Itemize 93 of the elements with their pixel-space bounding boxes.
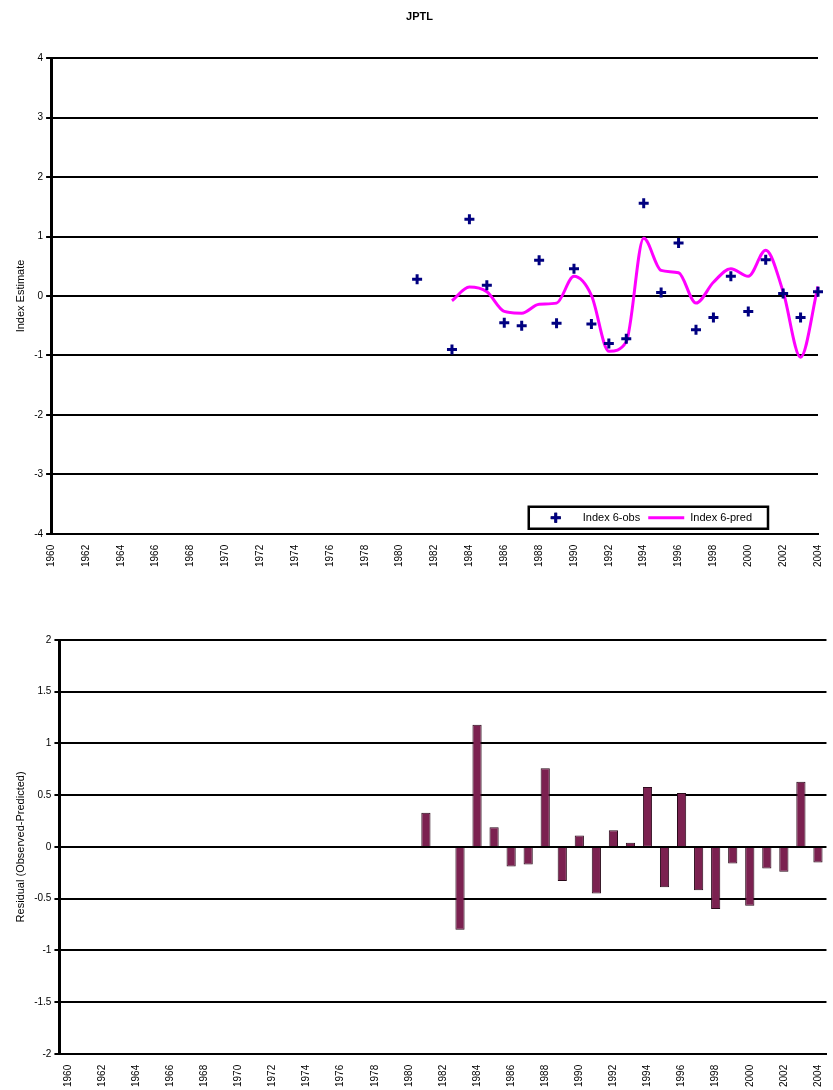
point xyxy=(689,323,703,337)
x-tick-label: 2002 xyxy=(777,1064,789,1087)
point xyxy=(619,332,633,346)
x-tick-label: 1964 xyxy=(114,544,126,567)
x-tick-label: 1992 xyxy=(602,544,614,567)
x-tick-label: 1994 xyxy=(641,1064,653,1087)
y-tick-label: 2 xyxy=(37,170,44,182)
x-tick-label: 1996 xyxy=(672,544,684,567)
point xyxy=(480,278,494,292)
x-tick-label: 1990 xyxy=(567,544,579,567)
x-tick-label: 1966 xyxy=(149,544,161,567)
y-tick-label: 1 xyxy=(45,737,52,749)
x-tick-label: 1976 xyxy=(334,1064,346,1087)
x-tick-label: 1980 xyxy=(402,1064,414,1087)
x-tick-label: 1972 xyxy=(266,1064,278,1087)
x-tick-label: 1998 xyxy=(709,1064,721,1087)
x-tick-label: 2000 xyxy=(743,1064,755,1087)
y-tick-label: 0.5 xyxy=(37,788,52,800)
x-tick-label: 1986 xyxy=(498,544,510,567)
line-series xyxy=(450,236,820,359)
legend-label: Index 6-obs xyxy=(582,510,641,523)
point xyxy=(811,285,825,299)
x-tick-label: 1972 xyxy=(254,544,265,567)
chart-title: JPTL xyxy=(406,9,434,22)
point xyxy=(515,319,529,333)
x-tick-label: 2000 xyxy=(742,544,754,567)
y-tick-label: 2 xyxy=(45,633,52,645)
y-tick-label: -1 xyxy=(34,349,44,361)
x-tick-label: 1978 xyxy=(358,544,370,567)
x-tick-label: 2002 xyxy=(776,544,788,567)
x-tick-label: 1970 xyxy=(219,544,231,567)
y-tick-label: 1.5 xyxy=(37,685,52,697)
y-tick-label: 3 xyxy=(37,111,44,123)
point xyxy=(706,310,720,324)
x-tick-label: 1996 xyxy=(675,1064,687,1087)
x-tick-label: 1966 xyxy=(163,1064,175,1087)
y-axis-title: Residual (Observed-Predicted) xyxy=(13,771,26,923)
x-tick-label: 2004 xyxy=(811,544,823,567)
x-tick-label: 1962 xyxy=(79,544,91,567)
point xyxy=(584,317,598,331)
point xyxy=(462,212,476,226)
point xyxy=(550,316,564,330)
point xyxy=(445,342,459,356)
x-tick-label: 1992 xyxy=(607,1064,619,1087)
x-tick-label: 1960 xyxy=(44,544,56,567)
point xyxy=(654,285,668,299)
y-axis-title: Index Estimate xyxy=(13,259,26,333)
x-tick-label: 1982 xyxy=(428,544,440,567)
point xyxy=(532,253,546,267)
point xyxy=(741,304,755,318)
x-tick-label: 1976 xyxy=(323,544,335,567)
point xyxy=(637,196,651,210)
point xyxy=(567,262,581,276)
point xyxy=(497,316,511,330)
x-tick-label: 2004 xyxy=(811,1064,823,1087)
point xyxy=(776,287,790,301)
y-tick-label: -1 xyxy=(42,944,52,956)
point xyxy=(410,272,424,286)
y-tick-label: 0 xyxy=(45,840,52,852)
legend-label: Index 6-pred xyxy=(690,510,752,523)
x-tick-label: 1974 xyxy=(288,544,300,567)
y-tick-label: 4 xyxy=(37,51,44,63)
y-tick-label: 1 xyxy=(37,230,44,242)
x-tick-label: 1960 xyxy=(61,1064,73,1087)
y-tick-label: -1.5 xyxy=(34,995,52,1007)
x-tick-label: 1984 xyxy=(470,1064,482,1087)
x-tick-label: 1964 xyxy=(129,1064,141,1087)
y-tick-label: -4 xyxy=(34,527,44,539)
x-tick-label: 1994 xyxy=(637,544,649,567)
y-tick-label: -0.5 xyxy=(34,892,52,904)
x-tick-label: 1974 xyxy=(300,1064,312,1087)
x-tick-label: 1962 xyxy=(95,1064,107,1087)
x-tick-label: 1968 xyxy=(184,544,196,567)
point xyxy=(672,236,686,250)
y-tick-label: -3 xyxy=(34,468,44,480)
x-tick-label: 1988 xyxy=(532,544,544,567)
x-tick-label: 1978 xyxy=(368,1064,380,1087)
x-tick-label: 1986 xyxy=(504,1064,516,1087)
y-tick-label: -2 xyxy=(42,1047,52,1059)
point xyxy=(602,337,616,351)
y-tick-label: 0 xyxy=(37,289,44,301)
point xyxy=(794,310,808,324)
x-tick-label: 1984 xyxy=(463,544,475,567)
x-tick-label: 1990 xyxy=(573,1064,585,1087)
y-tick-label: -2 xyxy=(34,408,44,420)
x-tick-label: 1980 xyxy=(393,544,405,567)
point xyxy=(759,253,773,267)
point xyxy=(724,269,738,283)
x-tick-label: 1970 xyxy=(232,1064,244,1087)
x-tick-label: 1988 xyxy=(538,1064,550,1087)
x-tick-label: 1998 xyxy=(707,544,719,567)
x-tick-label: 1982 xyxy=(436,1064,448,1087)
x-tick-label: 1968 xyxy=(198,1064,210,1087)
